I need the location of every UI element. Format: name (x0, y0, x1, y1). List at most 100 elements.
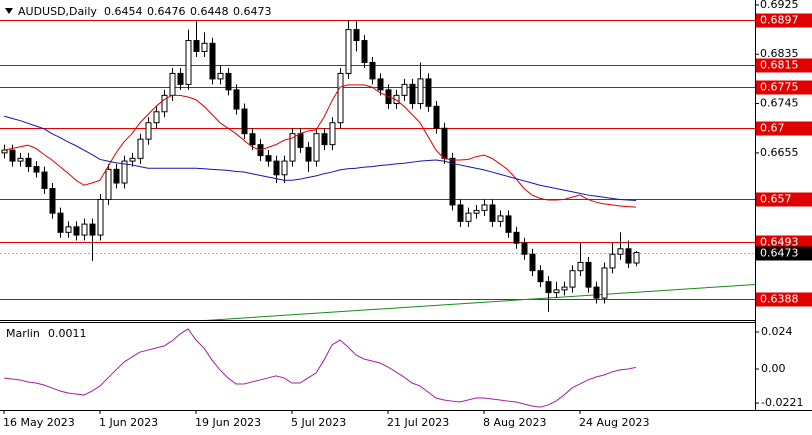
candle-body (89, 223, 96, 236)
candle-body (17, 157, 24, 162)
y-tick-label: 0.024 (761, 325, 793, 338)
level-label: 0.6388 (760, 293, 799, 306)
candle-body (9, 149, 16, 162)
candle-body (313, 133, 320, 162)
trendline (205, 283, 755, 320)
oscillator-line (3, 328, 637, 408)
level-label: 0.67 (760, 122, 785, 135)
candle-body (105, 168, 112, 200)
candle-body (361, 40, 368, 63)
candle-body (281, 160, 288, 176)
candle-body (393, 94, 400, 105)
level-label-box (756, 235, 812, 250)
candle-body (185, 40, 192, 85)
candle-body (321, 133, 328, 146)
candle-body (129, 157, 136, 162)
candle-body (449, 157, 456, 206)
collapse-icon[interactable] (5, 8, 13, 14)
candle-body (505, 215, 512, 233)
candle-body (233, 89, 240, 110)
level-label: 0.6897 (760, 14, 799, 27)
x-tick-label: 21 Jul 2023 (387, 416, 449, 429)
candle-body (465, 212, 472, 222)
level-label-box (756, 292, 812, 307)
candle-body (137, 138, 144, 159)
candle-body (265, 155, 272, 162)
x-tick-label: 16 May 2023 (3, 416, 75, 429)
ohlc-open: 0.6454 (104, 5, 143, 18)
candle-body (433, 105, 440, 129)
candle-body (289, 133, 296, 162)
candle-body (41, 171, 48, 189)
candle-body (521, 242, 528, 255)
candle-body (497, 215, 504, 222)
y-tick-label: -0.0221 (761, 396, 803, 409)
ma-line (3, 115, 637, 202)
candle-body (473, 209, 480, 214)
candle-body (217, 72, 224, 80)
level-label: 0.6815 (760, 59, 799, 72)
candle-body (25, 157, 32, 168)
candle-body (617, 248, 624, 255)
candle-body (273, 160, 280, 176)
level-label-box (756, 192, 812, 207)
candle-body (33, 166, 40, 173)
candle-body (489, 204, 496, 222)
candle-body (369, 61, 376, 80)
level-label: 0.657 (760, 193, 792, 206)
y-tick-label: 0.00 (761, 362, 786, 375)
candle-body (353, 29, 360, 42)
x-tick-label: 1 Jun 2023 (99, 416, 158, 429)
candle-body (625, 248, 632, 264)
candle-body (121, 160, 128, 184)
ohlc-close: 0.6473 (233, 5, 272, 18)
candle-body (209, 42, 216, 80)
candle-body (569, 270, 576, 288)
candle-body (561, 286, 568, 291)
ma-line (3, 84, 637, 208)
candle-body (337, 72, 344, 124)
ohlc-high: 0.6476 (147, 5, 186, 18)
indicator-title: Marlin (6, 327, 40, 340)
candle-body (1, 149, 8, 154)
y-tick-label: 0.6835 (760, 47, 799, 60)
candle-body (201, 42, 208, 53)
candle-body (585, 261, 592, 288)
candle-body (153, 111, 160, 124)
ohlc-low: 0.6448 (190, 5, 229, 18)
level-label-box (756, 58, 812, 73)
level-label-box (756, 121, 812, 136)
candle-body (73, 226, 80, 236)
candle-body (593, 286, 600, 299)
x-tick-label: 19 Jun 2023 (195, 416, 261, 429)
y-tick-label: 0.6925 (760, 0, 799, 11)
candle-body (553, 289, 560, 294)
candle-body (81, 223, 88, 236)
candle-body (329, 122, 336, 146)
y-tick-label: 0.6655 (760, 146, 799, 159)
candle-body (305, 146, 312, 162)
candle-body (609, 253, 616, 269)
candle-body (65, 226, 72, 233)
x-tick-label: 24 Aug 2023 (579, 416, 649, 429)
current-price-label: 0.6473 (760, 247, 799, 260)
candle-body (225, 72, 232, 91)
y-tick-label: 0.6745 (760, 97, 799, 110)
candle-body (177, 72, 184, 85)
candle-body (345, 29, 352, 74)
level-label-box (756, 13, 812, 28)
level-label-box (756, 80, 812, 95)
candle-body (377, 78, 384, 91)
candle-body (529, 253, 536, 272)
candle-body (113, 168, 120, 184)
candle-body (481, 204, 488, 211)
candle-body (57, 212, 64, 233)
candle-body (169, 72, 176, 96)
candle-body (441, 127, 448, 159)
candle-body (537, 270, 544, 283)
candle-body (249, 133, 256, 146)
candle-body (241, 108, 248, 135)
candle-body (577, 261, 584, 272)
candle-body (545, 281, 552, 294)
